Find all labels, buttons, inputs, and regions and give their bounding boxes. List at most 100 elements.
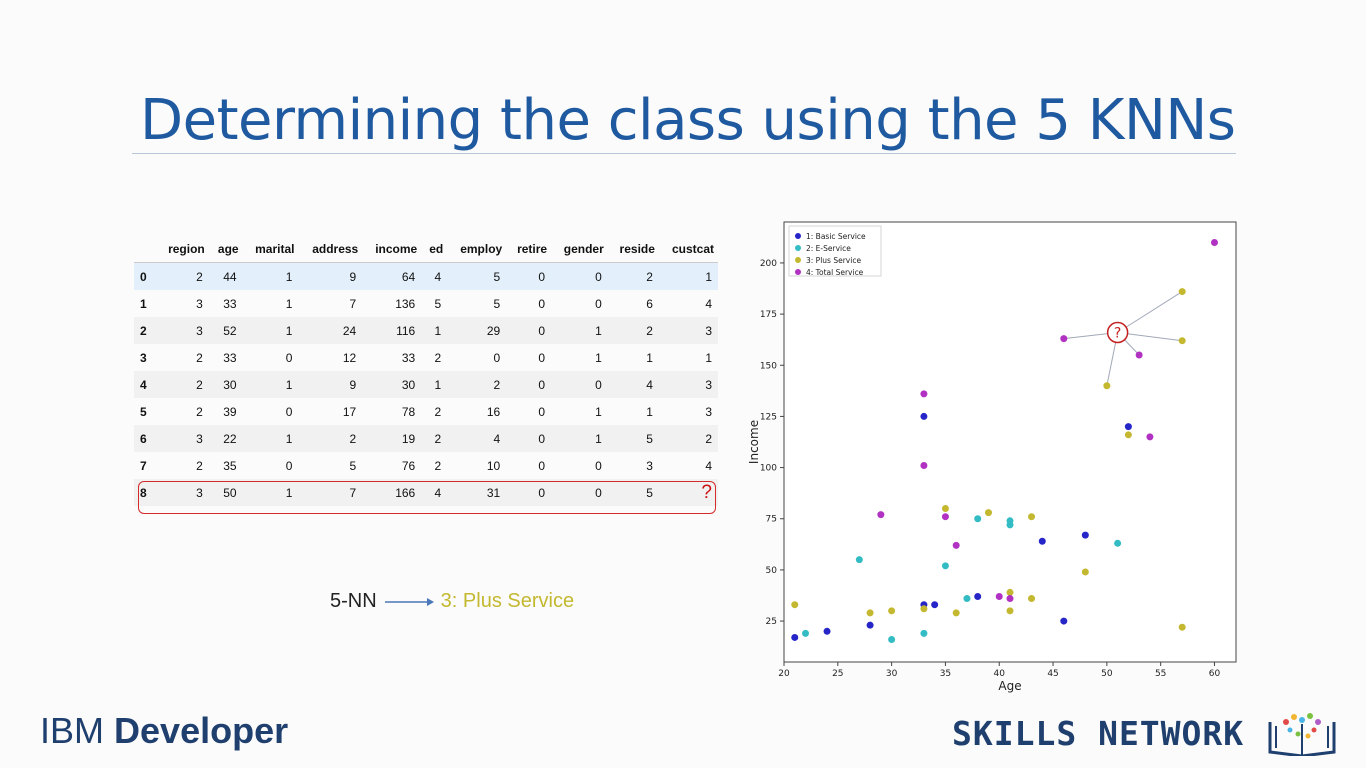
cell-age: 39 (223, 404, 237, 419)
y-tick-label: 25 (766, 617, 777, 627)
cell-custcat: 1 (705, 350, 712, 365)
cell-income: 78 (401, 404, 416, 419)
cell-retire: 0 (538, 296, 546, 311)
cell-ed: 2 (434, 404, 442, 419)
data-point (1081, 568, 1089, 576)
cell-retire: 0 (538, 458, 546, 473)
data-point (1178, 337, 1186, 345)
row-index: 6 (134, 425, 157, 452)
cell-reside: 1 (646, 350, 653, 365)
cell-marital: 0 (285, 404, 293, 419)
cell-income: 19 (362, 425, 422, 452)
row-index: 1 (140, 296, 147, 311)
data-point (823, 627, 831, 635)
cell-age: 50 (208, 479, 243, 506)
data-point (952, 609, 960, 617)
page-title: Determining the class using the 5 KNNs (140, 88, 1236, 153)
y-tick-label: 75 (766, 515, 777, 525)
customer-data-table: region age marital address income ed employ ret… (134, 236, 718, 506)
y-tick-label: 50 (766, 566, 778, 576)
cell-employ: 10 (486, 458, 501, 473)
table-row: 4 2 30 1 9 30 1 2 0 0 4 3 (134, 371, 718, 398)
query-point (1106, 321, 1129, 344)
column-header-employ: employ (447, 236, 507, 263)
cell-address: 9 (298, 371, 363, 398)
cell-income: 116 (362, 317, 422, 344)
data-point (791, 601, 799, 609)
cell-reside: 6 (646, 296, 653, 311)
cell-custcat: 3 (705, 404, 712, 419)
cell-custcat: 2 (658, 425, 718, 452)
cell-reside: 2 (607, 262, 659, 290)
cell-address: 9 (298, 262, 363, 290)
legend-marker (795, 269, 801, 275)
cell-address: 7 (349, 296, 357, 311)
query-point-label: ? (1114, 326, 1121, 342)
cell-region: 2 (196, 350, 203, 365)
cell-age: 33 (223, 350, 237, 365)
data-point (1006, 607, 1014, 615)
cell-marital: 1 (242, 371, 299, 398)
cell-age: 30 (208, 371, 243, 398)
cell-reside: 4 (607, 371, 659, 398)
row-index: 3 (140, 350, 147, 365)
cell-ed: 4 (421, 262, 448, 290)
x-axis-label: Age (998, 679, 1021, 693)
legend-entry: 1: Basic Service (806, 232, 866, 241)
predicted-class: 3: Plus Service (440, 590, 575, 612)
column-header-age: age (208, 236, 243, 263)
cell-age: 33 (223, 296, 237, 311)
cell-marital: 1 (242, 479, 299, 506)
data-point (963, 595, 971, 603)
cell-income: 136 (395, 296, 416, 311)
cell-ed: 2 (434, 350, 442, 365)
x-tick-label: 45 (1047, 669, 1058, 679)
legend-entry: 2: E-Service (806, 244, 851, 253)
cell-address: 17 (342, 404, 357, 419)
cell-gender: 0 (551, 479, 608, 506)
cell-reside: 2 (607, 317, 659, 344)
legend-box (788, 225, 882, 277)
x-tick-label: 60 (1209, 669, 1221, 679)
cell-gender: 0 (595, 296, 602, 311)
k-label: 5-NN (330, 590, 377, 612)
cell-employ: 4 (447, 425, 507, 452)
data-point (1103, 382, 1111, 390)
cell-income: 166 (362, 479, 422, 506)
column-header-marital: marital (242, 236, 299, 263)
cell-retire: 0 (538, 350, 546, 365)
cell-age: 22 (208, 425, 243, 452)
scatter-chart: 20 25 30 35 40 45 50 55 60 25 50 75 100 125 150 175 200 A… (747, 221, 1237, 693)
cell-employ: 29 (447, 317, 507, 344)
query-row-highlight (138, 481, 716, 514)
x-tick-label: 40 (994, 669, 1006, 679)
data-point (920, 462, 928, 470)
data-point (1060, 617, 1068, 625)
cell-income: 30 (362, 371, 422, 398)
skills-network-label: SKILLS NETWORK (952, 714, 1245, 753)
cell-gender: 0 (595, 458, 602, 473)
data-point (877, 511, 885, 519)
cell-reside: 5 (607, 425, 659, 452)
cell-ed: 4 (421, 479, 448, 506)
data-point (1060, 335, 1068, 343)
y-tick-label: 100 (760, 464, 777, 474)
data-point (1028, 513, 1036, 521)
data-point (1210, 238, 1218, 246)
cell-age: 52 (208, 317, 243, 344)
column-header-region: region (156, 236, 209, 263)
cell-ed: 5 (434, 296, 442, 311)
cell-custcat: 3 (658, 317, 718, 344)
plot-area (783, 221, 1237, 663)
x-tick-label: 35 (940, 669, 951, 679)
cell-address: 12 (342, 350, 357, 365)
cell-marital: 1 (242, 317, 299, 344)
column-header-income: income (362, 236, 422, 263)
legend-marker (795, 245, 801, 251)
cell-retire: 0 (506, 479, 552, 506)
cell-gender: 1 (551, 317, 608, 344)
cell-income: 33 (401, 350, 416, 365)
x-tick-label: 55 (1155, 669, 1166, 679)
data-point (888, 607, 896, 615)
